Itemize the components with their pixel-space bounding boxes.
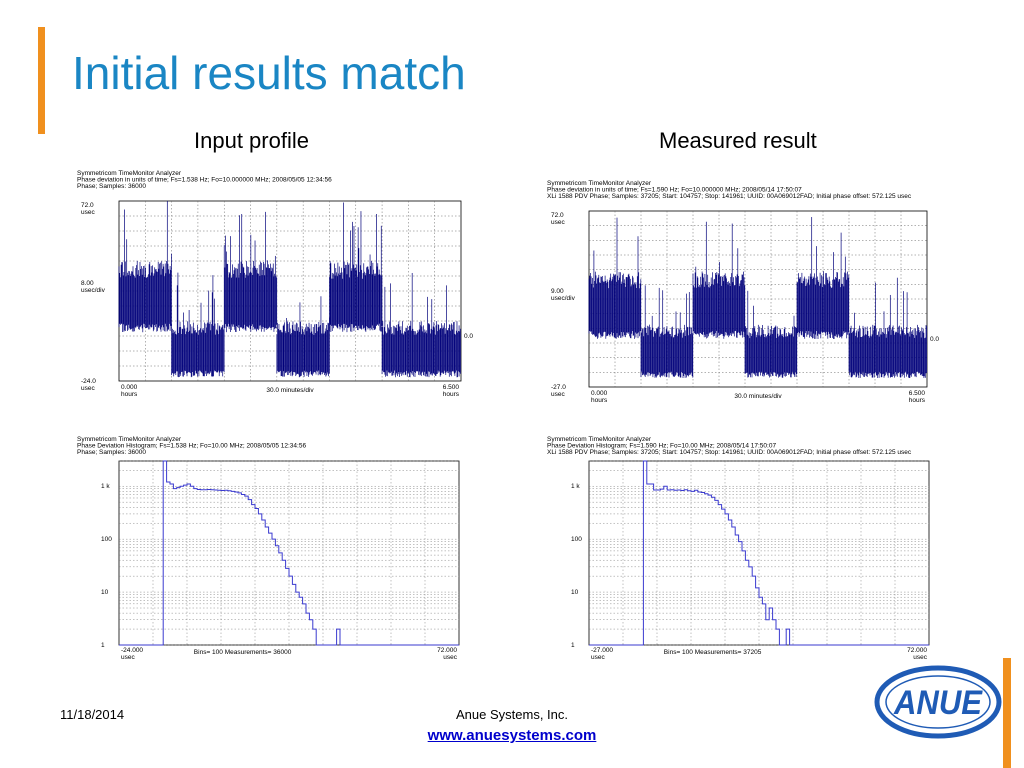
- y-bottom-unit: usec: [81, 385, 95, 392]
- anue-logo: ANUE: [874, 664, 1002, 740]
- chart-header-line: Phase Deviation Histogram; Fs=1.590 Hz; …: [547, 443, 776, 450]
- y-tick-label: 1: [571, 642, 575, 649]
- x-right-unit: hours: [443, 391, 460, 398]
- bins-measurements-label: Bins= 100 Measurements= 36000: [194, 649, 292, 656]
- phase-segment: [381, 272, 461, 378]
- y-scale-unit: usec/div: [81, 287, 106, 294]
- chart-header-line: XLi 1588 PDV Phase; Samples: 37205; Star…: [547, 193, 912, 200]
- phase-segment: [276, 296, 330, 378]
- y-bottom-value: -27.0: [551, 384, 566, 391]
- chart-header-line: Symmetricom TimeMonitor Analyzer: [77, 436, 182, 443]
- phase-segment: [588, 217, 642, 339]
- y-tick-label: 1: [101, 642, 105, 649]
- x-right-unit: hours: [909, 397, 926, 404]
- y-top-value: 72.0: [81, 202, 94, 209]
- chart-header-line: Symmetricom TimeMonitor Analyzer: [547, 436, 652, 443]
- chart-header-line: Phase; Samples: 36000: [77, 449, 146, 456]
- y-top-value: 72.0: [551, 212, 564, 219]
- y-scale-value: 8.00: [81, 280, 94, 287]
- phase-segment: [640, 285, 694, 378]
- x-right-unit: usec: [913, 654, 927, 661]
- chart-header-line: Phase Deviation Histogram; Fs=1.538 Hz; …: [77, 443, 306, 450]
- accent-bar-top: [38, 27, 45, 134]
- y-tick-label: 1 k: [101, 483, 110, 490]
- chart-header-line: XLi 1588 PDV Phase; Samples: 37205; Star…: [547, 449, 912, 456]
- y-tick-label: 100: [571, 536, 582, 543]
- accent-bar-bottom: [1003, 658, 1011, 768]
- phase-segment: [329, 202, 383, 333]
- input-phase-chart: Symmetricom TimeMonitor Analyzer Phase de…: [75, 168, 481, 400]
- x-scale-label: 30.0 minutes/div: [266, 387, 314, 394]
- y-bottom-unit: usec: [551, 391, 565, 398]
- x-left-unit: hours: [591, 397, 608, 404]
- y-tick-label: 10: [101, 589, 109, 596]
- chart-header-line: Symmetricom TimeMonitor Analyzer: [77, 170, 182, 177]
- x-right-value: 6.500: [909, 390, 926, 397]
- y-scale-value: 9.00: [551, 288, 564, 295]
- x-right-unit: usec: [443, 654, 457, 661]
- bins-measurements-label: Bins= 100 Measurements= 37205: [664, 649, 762, 656]
- measured-histogram-chart: Symmetricom TimeMonitor Analyzer Phase De…: [545, 434, 945, 662]
- histogram-step-line: [119, 460, 459, 646]
- x-left-value: 0.000: [121, 384, 138, 391]
- footer-date: 11/18/2014: [60, 707, 125, 722]
- slide-title: Initial results match: [72, 47, 466, 99]
- left-column-caption: Input profile: [194, 128, 309, 153]
- x-left-value: -27.000: [591, 647, 613, 654]
- y-top-unit: usec: [81, 209, 95, 216]
- y-bottom-value: -24.0: [81, 378, 96, 385]
- y-top-unit: usec: [551, 219, 565, 226]
- y-tick-label: 10: [571, 589, 579, 596]
- phase-segment: [118, 201, 172, 333]
- footer-url-link[interactable]: www.anuesystems.com: [427, 727, 597, 744]
- phase-segment: [223, 211, 278, 333]
- phase-segment: [692, 221, 746, 339]
- phase-segment: [171, 272, 225, 378]
- phase-segment: [848, 277, 928, 379]
- x-right-value: 6.500: [443, 384, 460, 391]
- measured-phase-chart: Symmetricom TimeMonitor Analyzer Phase de…: [545, 178, 945, 406]
- x-left-value: -24.000: [121, 647, 143, 654]
- zero-marker-label: 0.0: [930, 336, 939, 343]
- y-scale-unit: usec/div: [551, 295, 576, 302]
- x-scale-label: 30.0 minutes/div: [734, 393, 782, 400]
- chart-header-line: Phase; Samples: 36000: [77, 183, 146, 190]
- x-left-unit: usec: [591, 654, 605, 661]
- chart-header-line: Symmetricom TimeMonitor Analyzer: [547, 180, 652, 187]
- x-left-value: 0.000: [591, 390, 608, 397]
- input-histogram-chart: Symmetricom TimeMonitor Analyzer Phase De…: [75, 434, 475, 662]
- x-right-value: 72.000: [907, 647, 927, 654]
- phase-segment: [744, 290, 798, 378]
- y-tick-label: 1 k: [571, 483, 580, 490]
- x-right-value: 72.000: [437, 647, 457, 654]
- zero-marker-label: 0.0: [464, 333, 473, 340]
- logo-wordmark: ANUE: [893, 684, 983, 722]
- footer-company: Anue Systems, Inc.: [456, 707, 568, 722]
- y-tick-label: 100: [101, 536, 112, 543]
- chart-header-line: Phase deviation in units of time; Fs=1.5…: [547, 187, 802, 194]
- right-column-caption: Measured result: [659, 128, 817, 153]
- x-left-unit: hours: [121, 391, 138, 398]
- histogram-step-line: [589, 460, 929, 646]
- phase-segment: [796, 217, 850, 339]
- x-left-unit: usec: [121, 654, 135, 661]
- chart-header-line: Phase deviation in units of time; Fs=1.5…: [77, 177, 332, 184]
